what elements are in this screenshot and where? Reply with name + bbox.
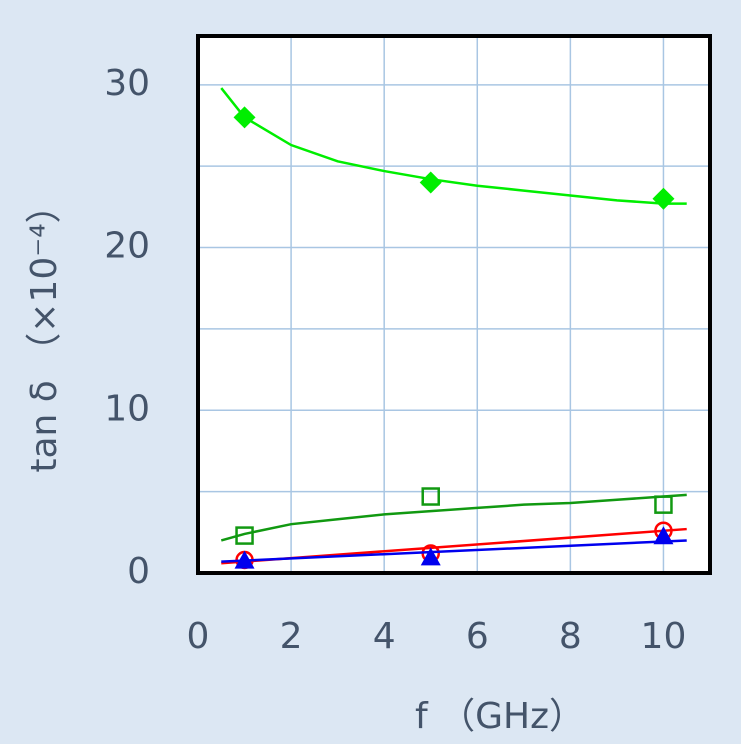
x-axis-label: f （GHz） (415, 696, 585, 737)
x-tick-label: 0 (187, 616, 210, 657)
marker (421, 487, 440, 506)
plot-area (198, 36, 710, 573)
y-tick-label: 30 (104, 63, 150, 104)
marker (234, 550, 255, 569)
x-tick-label: 10 (641, 616, 687, 657)
marker (652, 187, 675, 210)
marker (233, 106, 256, 129)
y-tick-label: 0 (127, 551, 150, 592)
fit-line (221, 539, 687, 563)
marker (654, 495, 673, 514)
plot-border (196, 34, 712, 575)
x-tick-label: 6 (466, 616, 489, 657)
fit-line (220, 87, 687, 205)
marker (420, 547, 441, 566)
marker (653, 526, 674, 545)
y-axis-label: tan δ （×10⁻⁴） (24, 187, 65, 472)
marker (235, 526, 254, 545)
y-tick-label: 20 (104, 226, 150, 267)
x-tick-label: 2 (280, 616, 303, 657)
x-tick-label: 4 (373, 616, 396, 657)
fit-line (220, 493, 687, 542)
marker (419, 171, 442, 194)
x-tick-label: 8 (559, 616, 582, 657)
y-tick-label: 10 (104, 388, 150, 429)
